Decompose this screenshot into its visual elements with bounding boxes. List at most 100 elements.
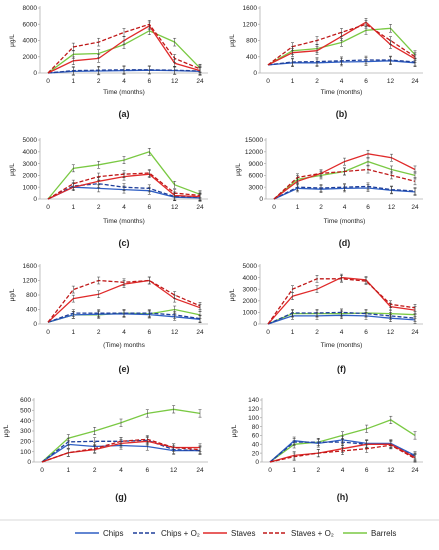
y-tick-label: 300 (20, 428, 31, 435)
y-axis-label: μg/L (231, 424, 238, 437)
y-tick-label: 0 (27, 459, 31, 466)
x-tick-label: 1 (72, 204, 76, 211)
x-tick-label: 0 (272, 204, 276, 211)
y-tick-label: 1200 (243, 21, 258, 28)
y-tick-label: 0 (255, 459, 259, 466)
y-tick-label: 1200 (23, 278, 38, 285)
y-tick-label: 5000 (23, 137, 38, 144)
y-tick-label: 200 (20, 439, 31, 446)
y-tick-label: 400 (20, 418, 31, 425)
x-tick-label: 4 (340, 78, 344, 85)
x-tick-label: 12 (170, 467, 178, 474)
y-tick-label: 400 (26, 307, 37, 314)
x-tick-label: 6 (364, 329, 368, 336)
x-tick-label: 2 (97, 204, 101, 211)
y-tick-label: 0 (253, 321, 257, 328)
y-tick-label: 5000 (243, 263, 258, 270)
y-tick-label: 8000 (23, 5, 38, 12)
x-tick-label: 0 (268, 467, 272, 474)
y-axis-label: μg/L (229, 288, 236, 301)
y-tick-label: 800 (246, 38, 257, 45)
y-tick-label: 1000 (243, 310, 258, 317)
panel-label: (h) (337, 492, 349, 502)
y-tick-label: 1600 (243, 5, 258, 12)
x-tick-label: 0 (46, 78, 50, 85)
x-tick-label: 1 (291, 329, 295, 336)
y-tick-label: 800 (26, 292, 37, 299)
x-tick-label: 24 (411, 204, 419, 211)
panel-label: (g) (115, 492, 127, 502)
x-tick-label: 0 (46, 204, 50, 211)
x-tick-label: 0 (266, 329, 270, 336)
x-tick-label: 2 (319, 204, 323, 211)
x-tick-label: 24 (411, 78, 419, 85)
panel-label: (a) (119, 109, 130, 119)
x-tick-label: 6 (148, 78, 152, 85)
x-axis-label: Time (months) (321, 89, 363, 96)
y-tick-label: 80 (252, 424, 260, 431)
y-tick-label: 100 (20, 449, 31, 456)
y-tick-label: 9000 (249, 161, 264, 168)
x-tick-label: 1 (72, 78, 76, 85)
legend-label: Chips (103, 529, 123, 538)
x-tick-label: 6 (364, 78, 368, 85)
y-tick-label: 1600 (23, 263, 38, 270)
y-tick-label: 0 (33, 321, 37, 328)
y-tick-label: 400 (246, 54, 257, 61)
x-tick-label: 0 (46, 329, 50, 336)
y-tick-label: 2000 (23, 54, 38, 61)
x-tick-label: 4 (122, 204, 126, 211)
y-tick-label: 3000 (23, 161, 38, 168)
y-tick-label: 0 (253, 70, 257, 77)
panel-label: (f) (337, 364, 346, 374)
legend: Chips Chips + O₂ Staves Staves + O₂ Barrels (0, 519, 439, 538)
y-tick-label: 6000 (249, 173, 264, 180)
panel-label: (d) (339, 238, 351, 248)
x-axis-label: Time (months) (324, 218, 366, 225)
x-tick-label: 0 (40, 467, 44, 474)
y-tick-label: 15000 (245, 137, 263, 144)
panel-label: (e) (119, 364, 130, 374)
y-tick-label: 12000 (245, 149, 263, 156)
x-tick-label: 12 (387, 78, 395, 85)
y-tick-label: 0 (259, 196, 263, 203)
y-axis-label: μg/L (229, 34, 236, 47)
x-tick-label: 4 (122, 329, 126, 336)
y-tick-label: 3000 (243, 286, 258, 293)
x-tick-label: 4 (340, 329, 344, 336)
y-axis-label: μg/L (3, 424, 10, 437)
x-tick-label: 12 (387, 467, 395, 474)
x-tick-label: 12 (387, 329, 395, 336)
y-tick-label: 6000 (23, 21, 38, 28)
x-axis-label: Time (months) (103, 218, 145, 225)
legend-label: Staves + O₂ (291, 529, 334, 538)
x-tick-label: 4 (343, 204, 347, 211)
x-axis-label: Time (months) (321, 342, 363, 349)
y-tick-label: 100 (248, 415, 259, 422)
x-tick-label: 24 (196, 78, 204, 85)
x-tick-label: 2 (315, 78, 319, 85)
x-tick-label: 24 (196, 204, 204, 211)
y-tick-label: 0 (33, 196, 37, 203)
x-axis-label: Time (months) (103, 89, 145, 96)
y-axis-label: μg/L (235, 163, 242, 176)
y-tick-label: 500 (20, 408, 31, 415)
x-tick-label: 1 (296, 204, 300, 211)
x-tick-label: 0 (266, 78, 270, 85)
y-tick-label: 4000 (243, 275, 258, 282)
x-tick-label: 24 (196, 467, 204, 474)
y-tick-label: 20 (252, 450, 260, 457)
y-tick-label: 140 (248, 397, 259, 404)
y-axis-label: μg/L (9, 163, 16, 176)
legend-label: Barrels (371, 529, 396, 538)
y-tick-label: 120 (248, 406, 259, 413)
x-tick-label: 12 (388, 204, 396, 211)
x-tick-label: 4 (119, 467, 123, 474)
